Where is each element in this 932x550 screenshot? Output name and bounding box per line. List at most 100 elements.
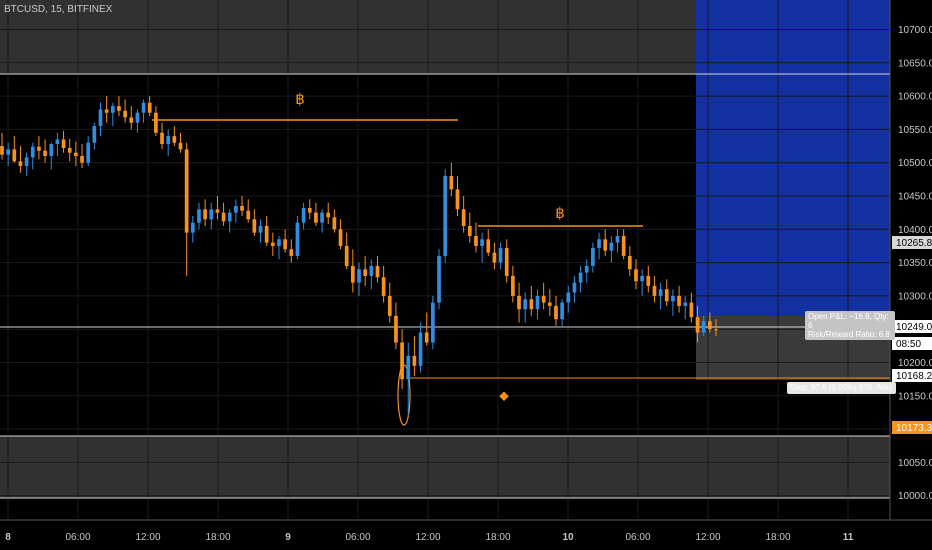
candle-body	[394, 315, 398, 343]
candle-body	[295, 222, 300, 256]
candle-body	[61, 139, 66, 149]
candle	[172, 126, 177, 147]
candle	[658, 282, 663, 310]
candle-body	[234, 205, 238, 213]
candle	[166, 129, 171, 157]
candle-body	[197, 209, 201, 223]
candle	[652, 275, 657, 303]
candle	[683, 295, 688, 320]
candle	[517, 282, 521, 323]
stop-label[interactable]: Stop: 97.6 (0.95%) 976, Amo	[787, 382, 896, 394]
candle-body	[492, 252, 497, 263]
candle	[431, 295, 435, 350]
candle	[209, 202, 214, 230]
candle	[37, 136, 41, 160]
stop-price-tag-bg	[892, 369, 932, 382]
candle-body	[80, 156, 84, 163]
candle-body	[455, 189, 460, 210]
candle-body	[621, 235, 626, 256]
candle	[455, 176, 460, 216]
candle-body	[357, 269, 361, 283]
candle-body	[326, 212, 331, 218]
candle	[184, 142, 189, 276]
candle	[363, 255, 368, 286]
candle	[110, 102, 115, 127]
candle-body	[406, 355, 411, 380]
candle-body	[486, 239, 491, 253]
target-price-tag: 10265.8	[896, 238, 932, 249]
price-tick-label: 10600.0	[898, 92, 932, 103]
candle-body	[110, 106, 115, 113]
candle	[498, 242, 503, 270]
candle	[344, 232, 349, 270]
candle-body	[37, 146, 41, 151]
candle-body	[12, 149, 17, 162]
candle	[80, 144, 84, 169]
drawings-layer: ฿฿⬥	[0, 73, 890, 499]
candle-body	[154, 112, 158, 133]
bitcoin-icon: ฿	[555, 204, 565, 222]
candle	[270, 232, 275, 256]
candle-body	[572, 282, 577, 293]
price-tick-label: 10350.0	[898, 258, 932, 269]
candle	[283, 229, 287, 253]
position-pnl-label[interactable]: Open P&L: −16.8, Qty: 6 Risk/Reward Rati…	[805, 311, 895, 340]
candle-body	[104, 109, 109, 113]
candle-body	[314, 212, 318, 223]
candle	[627, 245, 632, 276]
candle-body	[597, 239, 601, 248]
time-tick-label: 18:00	[485, 532, 510, 543]
candle	[314, 202, 318, 226]
candle-body	[664, 289, 669, 302]
candle	[480, 232, 484, 263]
candle-body	[92, 126, 97, 143]
candle-body	[400, 342, 404, 380]
candle	[326, 202, 331, 224]
time-tick-label: 10	[562, 532, 574, 543]
candle	[467, 212, 472, 243]
candle	[621, 229, 626, 260]
candle	[412, 335, 417, 376]
candle	[714, 319, 718, 336]
candles-layer	[0, 96, 718, 416]
candle	[504, 239, 509, 283]
candle	[578, 265, 583, 293]
candle	[0, 132, 4, 160]
candle-body	[511, 275, 515, 296]
price-tick-label: 10300.0	[898, 291, 932, 302]
candle-body	[123, 110, 127, 118]
candle	[258, 219, 263, 243]
price-tick-label: 10150.0	[898, 391, 932, 402]
candle-body	[646, 275, 651, 286]
lower-zone	[0, 436, 890, 498]
candle-body	[6, 149, 11, 155]
candle-body	[603, 239, 608, 251]
candle	[6, 142, 11, 167]
time-tick-label: 06:00	[345, 532, 370, 543]
candle	[443, 169, 448, 263]
candle-body	[467, 225, 472, 236]
candle	[634, 259, 638, 290]
candle-body	[246, 210, 251, 220]
candle	[523, 292, 528, 323]
candle-body	[591, 247, 595, 266]
price-tick-label: 10200.0	[898, 358, 932, 369]
candle-body	[529, 299, 534, 310]
candle	[671, 289, 675, 316]
candle-body	[381, 277, 386, 296]
candle	[240, 196, 244, 216]
countdown-tag: 08:50	[896, 339, 921, 350]
candle-body	[387, 295, 392, 316]
candle	[695, 305, 700, 343]
candle	[560, 299, 564, 326]
time-tick-label: 8	[5, 532, 11, 543]
candle	[98, 102, 103, 137]
candle-body	[443, 176, 448, 256]
candle-body	[517, 295, 521, 310]
candle	[49, 142, 54, 170]
price-tick-label: 10550.0	[898, 125, 932, 136]
candle-body	[18, 161, 23, 167]
